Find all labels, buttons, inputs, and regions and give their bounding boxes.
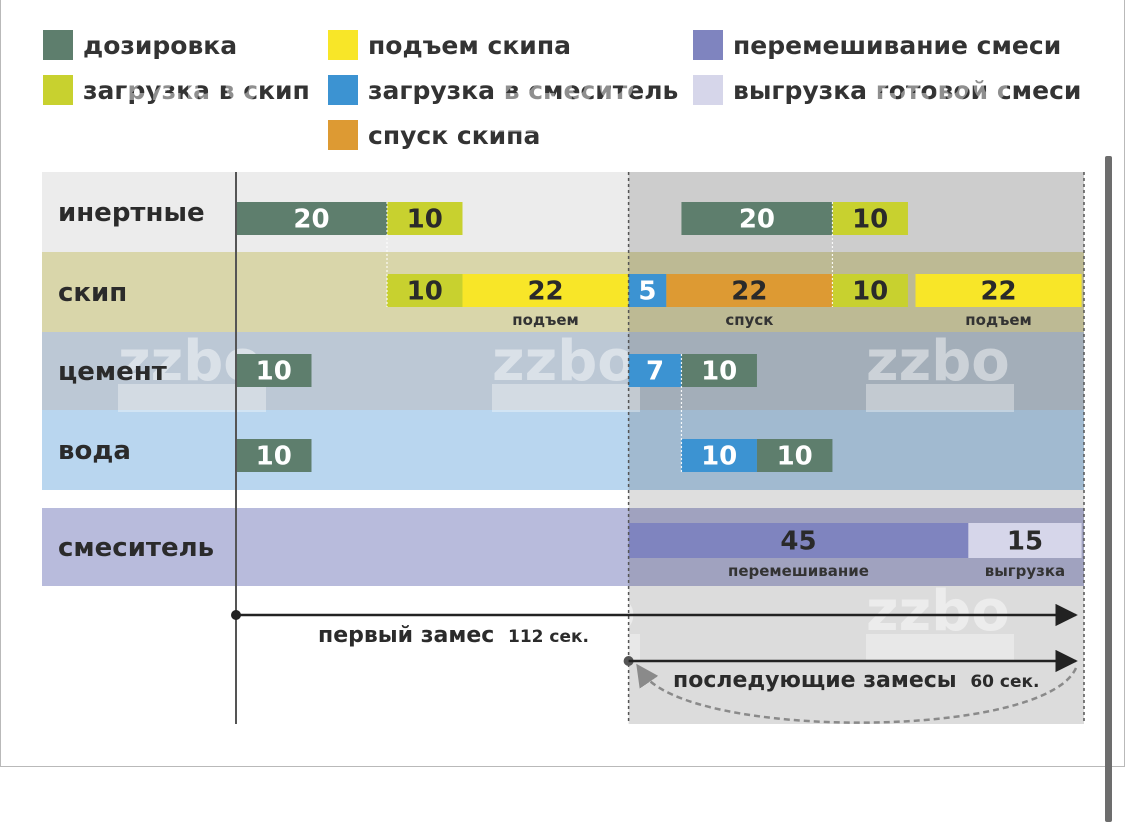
legend-swatch [693,30,723,60]
legend-swatch [693,75,723,105]
legend-swatch [43,75,73,105]
legend-item-skip-lowering: спуск скипа [328,120,540,150]
scrollbar[interactable] [1105,156,1112,822]
legend-swatch [328,120,358,150]
legend-swatch [328,75,358,105]
legend-item-skip-loading: загрузка в скип [43,75,310,105]
legend-label: спуск скипа [368,120,541,150]
legend-item-skip-lift: подъем скипа [328,30,571,60]
legend-swatch [43,30,73,60]
legend-label: дозировка [83,30,238,60]
legend-swatch [328,30,358,60]
legend-label: перемешивание смеси [733,30,1062,60]
legend-label: подъем скипа [368,30,571,60]
diagram-frame [0,0,1125,767]
legend-item-mixer-loading: загрузка в смеситель [328,75,678,105]
legend-item-unloading: выгрузка готовой смеси [693,75,1081,105]
legend-item-dosing: дозировка [43,30,237,60]
legend-label: загрузка в смеситель [368,75,679,105]
legend-label: загрузка в скип [83,75,310,105]
legend-label: выгрузка готовой смеси [733,75,1082,105]
legend-item-mixing: перемешивание смеси [693,30,1061,60]
